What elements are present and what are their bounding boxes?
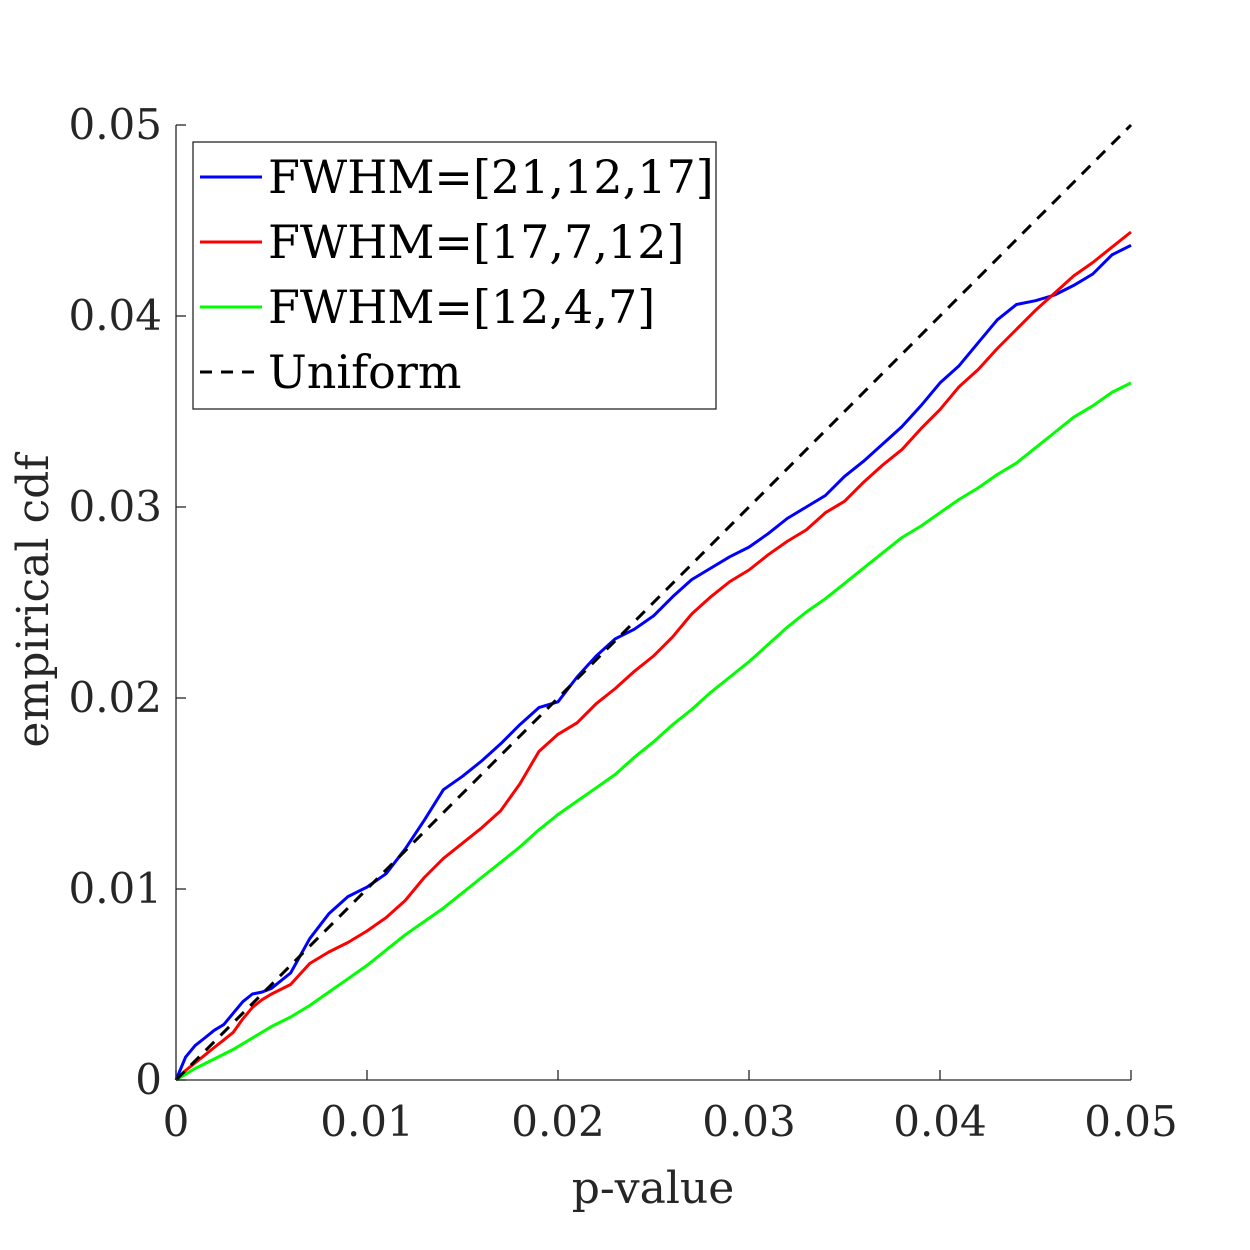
series-layer (174, 123, 1133, 1082)
y-axis-title: empirical cdf (8, 452, 59, 748)
series-line-fwhm-17-7-12 (174, 230, 1132, 1082)
axes (175, 125, 1131, 1081)
y-tick-label: 0.02 (68, 673, 162, 722)
y-tick-label: 0.01 (68, 864, 162, 913)
y-tick-label: 0.05 (68, 100, 162, 149)
x-tick-label: 0.03 (702, 1097, 796, 1146)
y-tick-label: 0.03 (68, 482, 162, 531)
legend-label: FWHM=[21,12,17] (268, 150, 714, 204)
series-line-uniform (174, 123, 1133, 1082)
legend: FWHM=[21,12,17] FWHM=[17,7,12] FWHM=[12,4,… (192, 141, 717, 410)
legend-label: Uniform (268, 345, 461, 399)
legend-label: FWHM=[17,7,12] (268, 215, 684, 269)
series-line-fwhm-21-12-17 (174, 243, 1132, 1081)
x-tick-label: 0.02 (511, 1097, 605, 1146)
legend-box (192, 141, 717, 410)
series-line-fwhm-12-4-7 (175, 381, 1132, 1082)
x-tick-label: 0.05 (1084, 1097, 1178, 1146)
x-axis-title: p-value (572, 1163, 735, 1214)
x-tick-label: 0.04 (893, 1097, 987, 1146)
x-tick-label: 0 (163, 1097, 190, 1146)
x-tick-label: 0.01 (320, 1097, 414, 1146)
y-tick-label: 0.04 (68, 291, 162, 340)
ticks: 0 0.01 0.02 0.03 0.04 0.05 0 0.01 0.02 0.03 0.04 0.… (68, 100, 1177, 1146)
legend-label: FWHM=[12,4,7] (268, 280, 655, 334)
y-tick-label: 0 (135, 1055, 162, 1104)
